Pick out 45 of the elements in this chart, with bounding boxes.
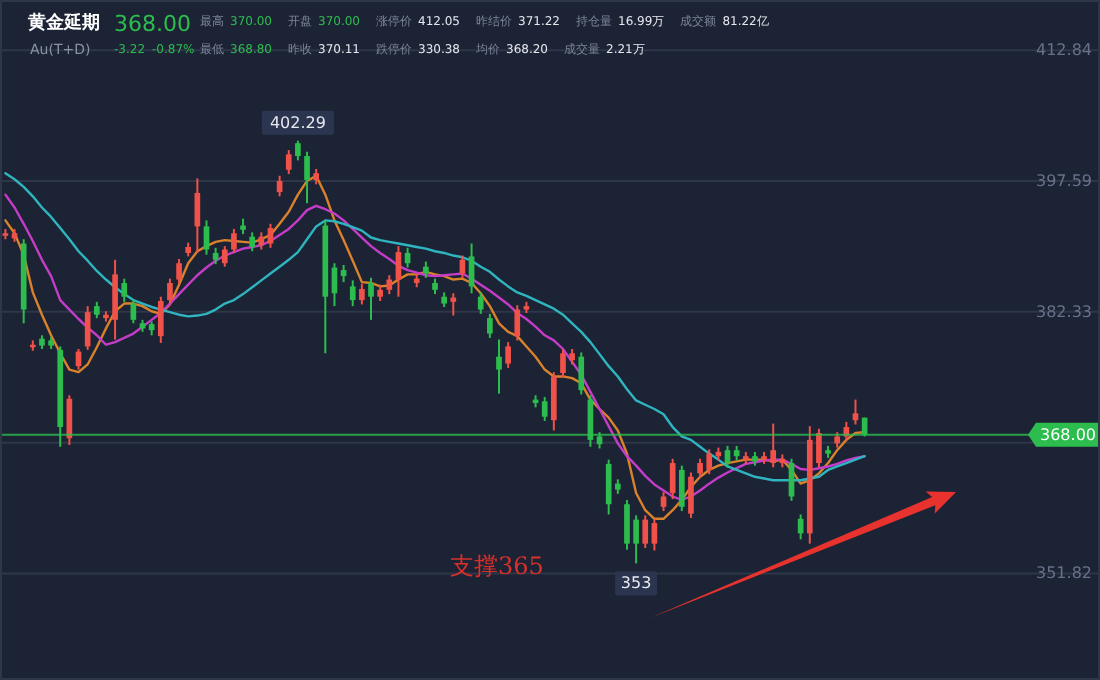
candlestick — [386, 274, 393, 296]
candlestick — [368, 276, 374, 321]
candlestick — [487, 312, 493, 339]
candlestick — [852, 398, 859, 426]
candlestick — [541, 396, 548, 423]
candlestick — [551, 371, 557, 432]
candlestick — [121, 277, 128, 303]
y-tick-label: 412.84 — [1036, 41, 1092, 60]
candlestick — [221, 245, 228, 268]
text: 368.00 — [114, 11, 191, 37]
candlestick — [505, 341, 511, 369]
candlestick — [304, 150, 310, 205]
candlestick — [688, 471, 694, 519]
candlestick — [249, 231, 256, 253]
ref-line-label: 368.00 — [1040, 425, 1096, 444]
candlestick — [642, 514, 649, 549]
y-tick-label: 351.82 — [1036, 564, 1092, 583]
candlestick — [450, 292, 457, 317]
candlestick — [157, 295, 164, 344]
y-tick-label: 397.59 — [1036, 172, 1092, 191]
y-tick-label: 382.33 — [1036, 302, 1092, 321]
candlestick — [477, 291, 484, 315]
candlestick — [285, 149, 292, 176]
candlestick — [267, 222, 274, 249]
candlestick — [496, 338, 502, 395]
candlestick — [203, 219, 210, 256]
candlestick — [459, 254, 466, 279]
candlestick — [349, 279, 356, 308]
candlestick — [167, 277, 173, 305]
candlestick — [359, 282, 365, 306]
annotation: 353 — [620, 574, 652, 593]
candlestick — [678, 464, 685, 513]
candlestick — [295, 139, 301, 162]
candlestick — [176, 257, 182, 285]
annotation: 支撑365 — [450, 552, 544, 580]
annotation: 402.29 — [269, 113, 326, 132]
candlestick — [651, 517, 658, 552]
value-callout: 353 — [615, 571, 658, 596]
candlestick — [231, 227, 237, 254]
candlestick — [514, 304, 521, 342]
candlestick — [578, 351, 585, 396]
candlestick — [669, 457, 676, 501]
candlestick — [395, 245, 402, 298]
chart-title: 黄金延期 — [28, 14, 100, 34]
candlestick — [660, 491, 667, 513]
